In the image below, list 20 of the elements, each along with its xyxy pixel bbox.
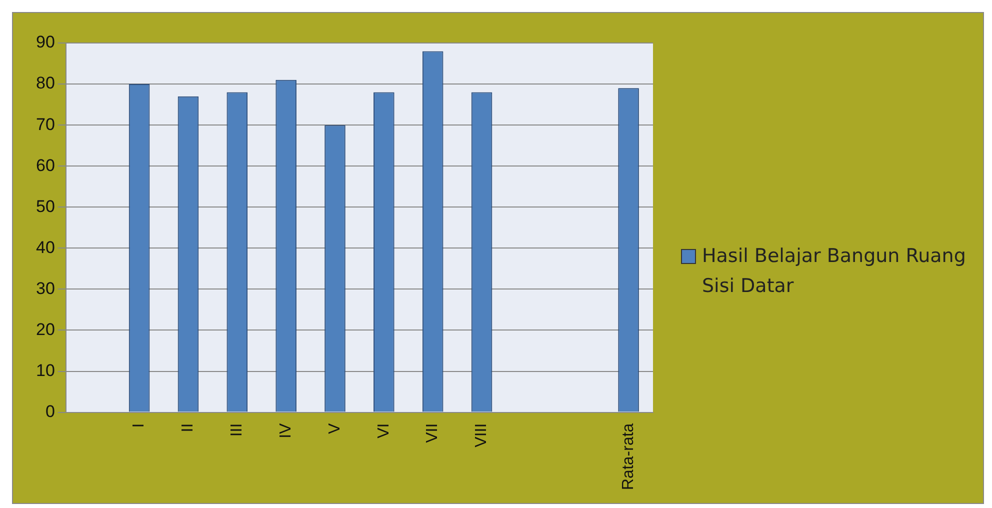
y-tick-label: 50: [36, 196, 55, 216]
y-tick-label: 90: [36, 32, 55, 52]
x-tick-label: V: [326, 422, 344, 434]
y-tick-label: 60: [36, 156, 55, 175]
y-tick-label: 40: [36, 238, 55, 257]
x-tick-label: II: [180, 423, 197, 432]
x-tick-label: VII: [424, 423, 442, 443]
x-tick-label: IV: [277, 422, 294, 438]
x-tick-label: Rata-rata: [620, 423, 637, 490]
y-tick-label: 0: [45, 402, 55, 421]
x-tick-label: I: [130, 423, 148, 428]
x-tick-label: VIII: [473, 423, 490, 448]
y-tick-label: 30: [36, 278, 55, 298]
y-tick-label: 10: [36, 360, 55, 380]
x-tick-label: VI: [375, 423, 392, 438]
legend-label: Hasil Belajar Bangun Ruang Sisi Datar: [702, 244, 967, 299]
y-tick-label: 20: [36, 320, 55, 339]
y-tick-label: 70: [36, 114, 55, 134]
y-tick-label: 80: [36, 74, 55, 93]
x-tick-label: III: [228, 423, 246, 437]
